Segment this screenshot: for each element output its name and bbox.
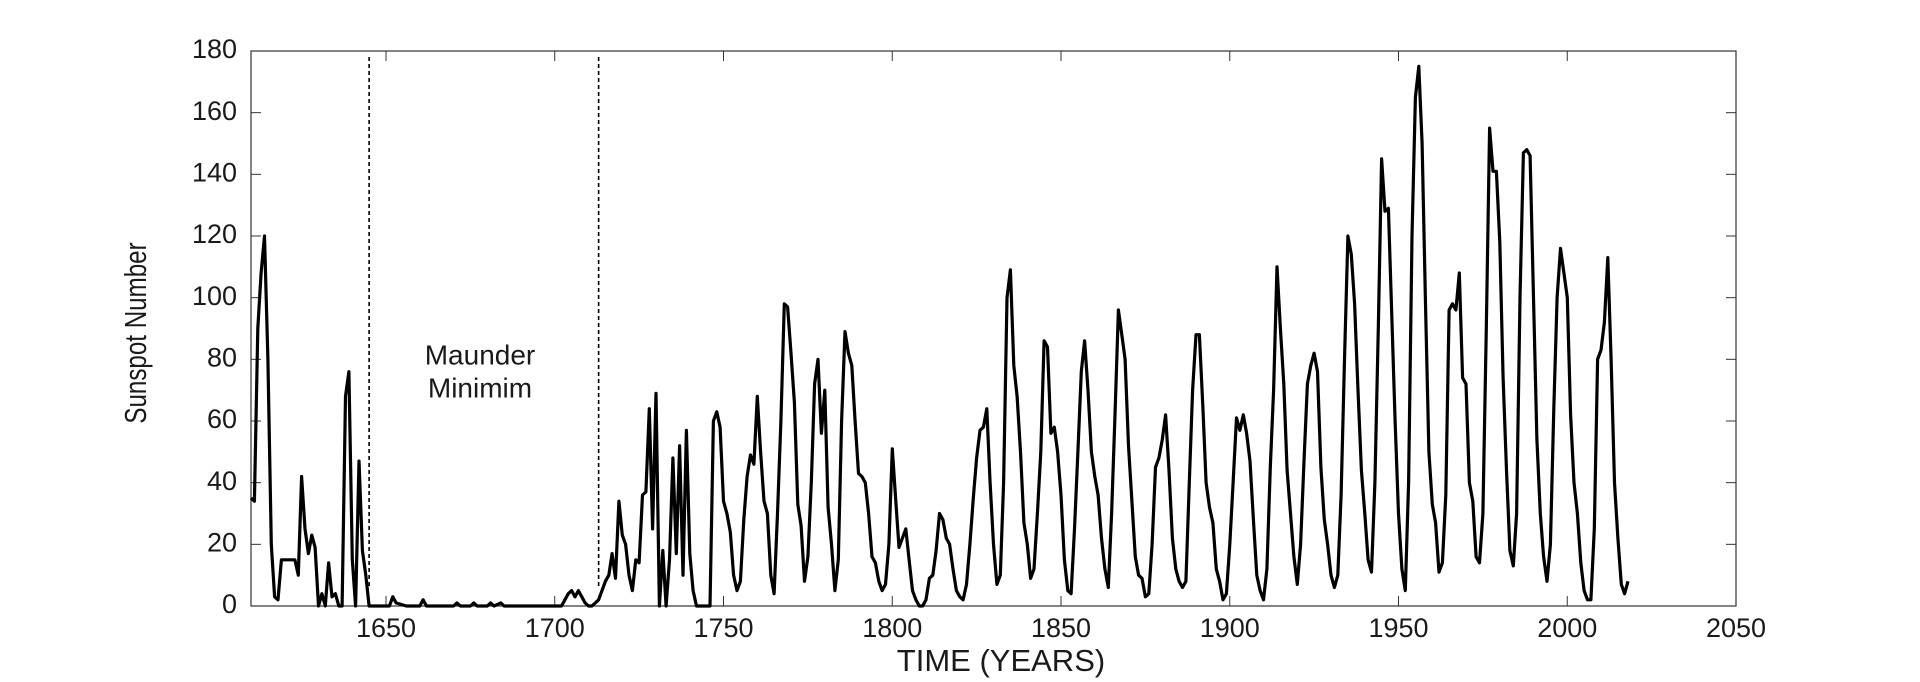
annotation: Minimim xyxy=(428,372,532,403)
x-tick-label: 2000 xyxy=(1537,613,1597,643)
x-tick-label: 1650 xyxy=(356,613,416,643)
y-tick-label: 60 xyxy=(207,404,237,434)
y-axis-label: Sunspot Number xyxy=(118,242,153,423)
plot-frame xyxy=(250,50,1737,607)
y-tick-label: 180 xyxy=(192,34,237,64)
x-tick-label: 2050 xyxy=(1706,613,1766,643)
y-tick-label: 120 xyxy=(192,219,237,249)
x-tick-label: 1950 xyxy=(1368,613,1428,643)
y-tick-label: 0 xyxy=(222,589,237,619)
x-tick-label: 1700 xyxy=(525,613,585,643)
x-tick-label: 1850 xyxy=(1031,613,1091,643)
annotation: Maunder xyxy=(425,339,536,370)
x-tick-label: 1800 xyxy=(862,613,922,643)
x-axis-label: TIME (YEARS) xyxy=(897,643,1105,678)
data-line xyxy=(249,64,1630,608)
y-tick-label: 80 xyxy=(207,342,237,372)
y-tick-label: 160 xyxy=(192,96,237,126)
y-tick-label: 100 xyxy=(192,281,237,311)
x-tick-label: 1750 xyxy=(693,613,753,643)
y-tick-label: 20 xyxy=(207,527,237,557)
y-tick-label: 40 xyxy=(207,466,237,496)
y-tick-label: 140 xyxy=(192,157,237,187)
x-tick-label: 1900 xyxy=(1200,613,1260,643)
